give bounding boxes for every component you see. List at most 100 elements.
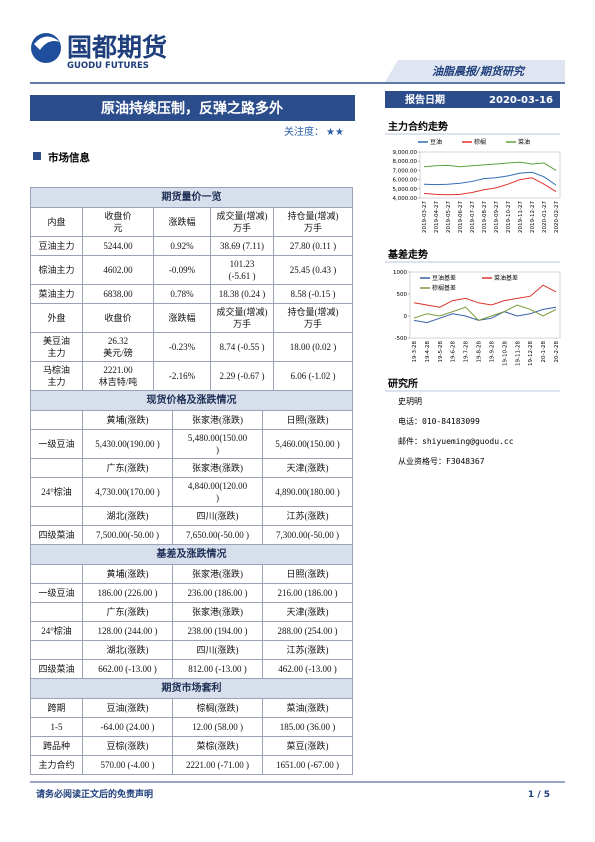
data-table: 现货价格及涨跌情况 黄埔(涨跌) 张家港(涨跌) 日照(涨跌) 一级豆油 5,430.00… [30, 390, 353, 545]
chart: 1000 500 0 -500 19-3-28 19-4-28 19-5-28 19-6-28… [393, 270, 561, 366]
y-tick-label: 0 [404, 314, 408, 320]
section-title: 期货量价一览 [29, 187, 354, 208]
table-cell: 12.00 (58.00 ) [172, 717, 263, 737]
table-cell [30, 602, 83, 622]
y-tick-label: 8,000.00 [393, 159, 418, 165]
table-cell: 812.00 (-13.00 ) [172, 659, 263, 679]
value-row: 四级菜油 662.00 (-13.00 ) 812.00 (-13.00 ) 462.… [30, 659, 353, 679]
table-cell: 101.23 (-5.61 ) [210, 255, 274, 285]
table-cell [30, 458, 83, 478]
column-head: 广东(涨跌) [82, 458, 173, 478]
section-row: 现货价格及涨跌情况 [30, 390, 353, 411]
legend-label: 菜油基差 [494, 274, 518, 282]
table-cell: 菜豆(涨跌) [262, 736, 353, 756]
section-row: 期货量价一览 [29, 187, 354, 208]
table-cell [30, 506, 83, 526]
head-row: 广东(涨跌) 张家港(涨跌) 天津(涨跌) [30, 458, 353, 478]
table-cell: 菜棕(涨跌) [172, 736, 263, 756]
table-cell: 6.06 (-1.02 ) [272, 361, 354, 391]
head-row: 黄埔(涨跌) 张家港(涨跌) 日照(涨跌) [30, 564, 353, 584]
table-row: 马棕油 主力 2221.00 林吉特/吨 -2.16% 2.29 (-0.67 ) 6.… [30, 361, 354, 391]
table-cell: -64.00 (24.00 ) [82, 717, 173, 737]
column-head: 湖北(涨跌) [82, 640, 173, 660]
table-cell: 5,430.00(190.00 ) [82, 429, 173, 459]
row-label: 一级豆油 [30, 583, 83, 603]
table-row: 菜油主力 6838.00 0.78% 18.38 (0.24 ) 8.58 (-0.15… [30, 284, 354, 304]
table-row: 美豆油 主力 26.32 美元/磅 -0.23% 8.74 (-0.55 ) 18.00… [30, 332, 354, 362]
value-row: 一级豆油 5,430.00(190.00 ) 5,480.00(150.00 ) 5,… [30, 429, 353, 459]
table-cell: 2.29 (-0.67 ) [210, 361, 274, 391]
series-line [423, 161, 557, 171]
row-label: 24°棕油 [30, 621, 83, 641]
row-label: 四级菜油 [30, 659, 83, 679]
x-tick-label: 19-3-28 [412, 341, 418, 363]
license: 从业资格号：F3048367 [398, 456, 485, 466]
table-cell: 4,890.00(180.00 ) [262, 477, 353, 507]
chart: 9,000.00 8,000.00 7,000.00 6,000.00 5,000.00… [393, 138, 561, 233]
x-tick-label: 2019-12-27 [530, 201, 536, 233]
table-cell: 2221.00 林吉特/吨 [82, 361, 154, 391]
head-row: 湖北(涨跌) 四川(涨跌) 江苏(涨跌) [30, 506, 353, 526]
table-cell: 豆棕(涨跌) [82, 736, 173, 756]
column-head: 湖北(涨跌) [82, 506, 173, 526]
series-line [413, 284, 557, 308]
table-cell: 马棕油 主力 [30, 361, 83, 391]
table-cell: 0.78% [153, 284, 211, 304]
section-title: 期货市场套利 [30, 678, 353, 699]
table-cell: 主力合约 [30, 755, 83, 775]
data-table: 期货市场套利 跨期 豆油(涨跌) 棕榈(涨跌) 菜油(涨跌) 1-5 -64.00 (24.… [30, 678, 353, 775]
row-label: 24°棕油 [30, 477, 83, 507]
table-cell: 收盘价 元 [82, 207, 154, 237]
table-cell: 跨品种 [30, 736, 83, 756]
y-tick-label: 4,000.00 [393, 196, 418, 202]
legend-label: 豆油基差 [432, 274, 456, 282]
table-cell: 462.00 (-13.00 ) [262, 659, 353, 679]
page-number: 1 / 5 [528, 790, 550, 800]
series-line [423, 177, 557, 196]
table-cell: 25.45 (0.43 ) [272, 255, 354, 285]
table-cell: 570.00 (-4.00 ) [82, 755, 173, 775]
section-title: 市场信息 [48, 151, 90, 164]
report-title: 原油持续压制，反弹之路多外 [101, 100, 283, 117]
table-cell: -0.23% [153, 332, 211, 362]
legend-label: 棕榈 [474, 138, 486, 146]
x-tick-label: 19-5-28 [438, 341, 444, 363]
y-tick-label: -500 [395, 336, 408, 342]
column-head: 广东(涨跌) [82, 602, 173, 622]
table-cell: 棕油主力 [30, 255, 83, 285]
table-cell: 5244.00 [82, 236, 154, 256]
x-tick-label: 2019-07-27 [470, 201, 476, 233]
researcher-name: 史玥明 [398, 396, 422, 406]
column-head: 黄埔(涨跌) [82, 410, 173, 430]
y-tick-label: 7,000.00 [393, 168, 418, 174]
x-tick-label: 20-1-28 [541, 341, 547, 363]
head-row: 黄埔(涨跌) 张家港(涨跌) 日照(涨跌) [30, 410, 353, 430]
table-cell: 4602.00 [82, 255, 154, 285]
table-cell: 238.00 (194.00 ) [172, 621, 263, 641]
table-cell: 7,500.00(-50.00 ) [82, 525, 173, 545]
column-head: 四川(涨跌) [172, 506, 263, 526]
logo-swirl [34, 36, 60, 50]
title-bar [30, 95, 355, 121]
series-line [413, 304, 557, 321]
plot-frame [419, 151, 561, 199]
value-row: 24°棕油 128.00 (244.00 ) 238.00 (194.00 ) 288… [30, 621, 353, 641]
table-cell: 128.00 (244.00 ) [82, 621, 173, 641]
table-cell: 收盘价 [82, 303, 154, 333]
table-cell: -2.16% [153, 361, 211, 391]
y-tick-label: 9,000.00 [393, 150, 418, 156]
column-head: 日照(涨跌) [262, 410, 353, 430]
table-cell: 成交量(增减) 万手 [210, 303, 274, 333]
table-row: 棕油主力 4602.00 -0.09% 101.23 (-5.61 ) 25.45 (0… [30, 255, 354, 285]
table-cell: 内盘 [30, 207, 83, 237]
section-row: 基差及涨跌情况 [30, 544, 353, 565]
table-cell: 持仓量(增减) 万手 [272, 303, 354, 333]
legend-label: 棕榈基差 [432, 284, 456, 292]
table-cell: 5,460.00(150.00 ) [262, 429, 353, 459]
table-cell: 38.69 (7.11) [210, 236, 274, 256]
table-cell: 26.32 美元/磅 [82, 332, 154, 362]
column-head: 张家港(涨跌) [172, 602, 263, 622]
logo-en: GUODU FUTURES [67, 61, 149, 71]
table-row: 主力合约 570.00 (-4.00 ) 2221.00 (-71.00 ) 1651… [30, 755, 353, 775]
x-tick-label: 2019-05-27 [446, 201, 452, 233]
